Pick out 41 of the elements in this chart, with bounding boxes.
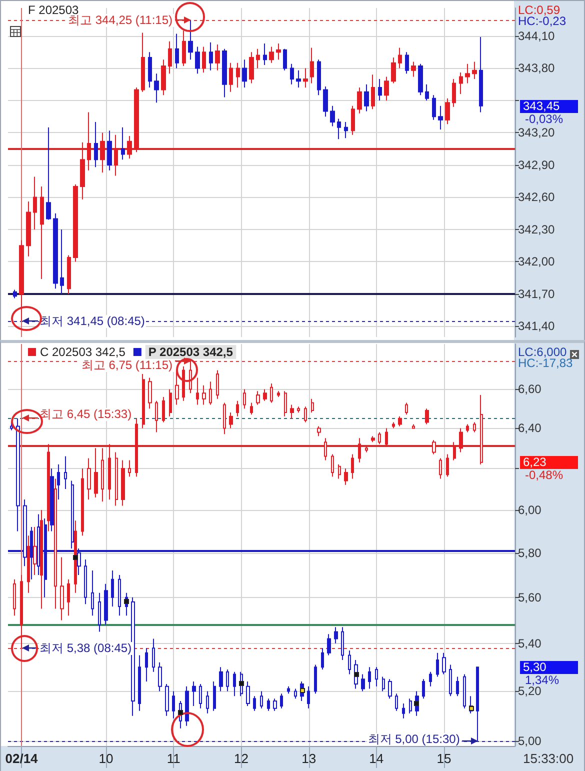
y-tick-label: 5,80 bbox=[518, 546, 542, 560]
text: HC:-17,83 bbox=[518, 356, 573, 370]
text: 343,45 bbox=[520, 98, 578, 113]
y-tick-label: 342,00 bbox=[518, 254, 556, 269]
y-tick-label: 6,60 bbox=[518, 382, 542, 396]
text: -0,03% bbox=[525, 112, 564, 126]
text: 6,23 bbox=[520, 455, 578, 470]
x-tick-label: 10 bbox=[98, 751, 114, 766]
annotation: 최고 6,75 (11:15) bbox=[80, 358, 174, 372]
annotation: 최고 344,25 (11:15) bbox=[67, 12, 174, 27]
text: LC:0,59 bbox=[518, 3, 560, 17]
text: -0,48% bbox=[525, 468, 564, 482]
y-tick-label: 342,60 bbox=[518, 190, 556, 204]
legend-label: C 202503 342,5 bbox=[40, 345, 126, 359]
y-tick-label: 5,60 bbox=[518, 590, 542, 604]
y-tick-label: 341,40 bbox=[518, 319, 556, 334]
x-tick-label: 14 bbox=[369, 751, 384, 766]
y-tick-label: 343,20 bbox=[518, 126, 556, 140]
text: 15:33:00 bbox=[523, 751, 574, 766]
text: 5,30 bbox=[520, 660, 578, 674]
y-tick-label: 344,10 bbox=[518, 28, 556, 43]
y-tick-label: 342,90 bbox=[518, 158, 556, 172]
y-tick-label: 6,00 bbox=[518, 502, 542, 517]
x-tick-label: 02/14 bbox=[5, 751, 39, 766]
y-tick-label: 6,40 bbox=[518, 421, 542, 436]
y-tick-label: 343,80 bbox=[518, 61, 556, 76]
text: LC:6,000 bbox=[518, 345, 567, 359]
y-tick-label: 5,40 bbox=[518, 636, 542, 650]
legend-label: P 202503 342,5 bbox=[148, 345, 234, 359]
x-tick-label: 15 bbox=[436, 751, 452, 766]
x-tick-label: 12 bbox=[234, 751, 248, 766]
annotation: 최고 6,45 (15:33) bbox=[38, 407, 133, 422]
x-tick-label: 11 bbox=[166, 751, 180, 766]
y-tick-label: 5,00 bbox=[518, 734, 542, 748]
annotation: 최저 5,00 (15:30) bbox=[366, 732, 461, 746]
y-tick-label: 342,30 bbox=[518, 222, 556, 236]
x-tick-label: 13 bbox=[302, 751, 316, 766]
annotation: 최저 5,38 (08:45) bbox=[38, 641, 133, 656]
text: HC:-0,23 bbox=[518, 14, 566, 28]
y-tick-label: 341,70 bbox=[518, 286, 556, 301]
annotation: 최저 341,45 (08:45) bbox=[38, 314, 146, 328]
